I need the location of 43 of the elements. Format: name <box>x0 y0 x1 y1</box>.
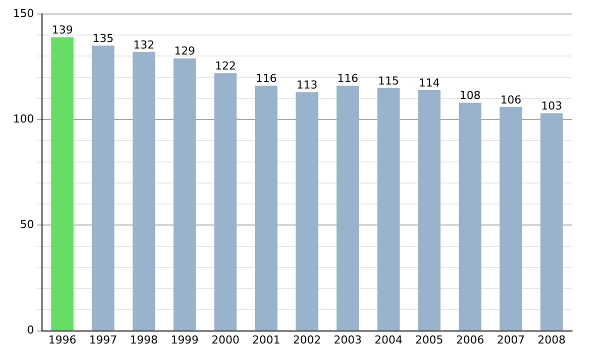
data-label: 122 <box>214 59 236 72</box>
bar <box>173 58 196 330</box>
bar <box>255 86 278 330</box>
data-label: 106 <box>500 93 522 106</box>
x-tick-label: 2002 <box>293 333 321 346</box>
x-tick-label: 1998 <box>130 333 158 346</box>
x-tick-label: 2003 <box>334 333 362 346</box>
x-tick-label: 2001 <box>252 333 280 346</box>
data-label: 116 <box>337 72 358 86</box>
bar <box>418 90 441 330</box>
x-tick-label: 2004 <box>374 333 403 346</box>
data-label: 135 <box>92 32 114 46</box>
bar <box>92 46 114 330</box>
data-label: 132 <box>133 38 154 52</box>
bar <box>500 106 522 330</box>
data-label: 129 <box>174 44 196 58</box>
bar <box>214 73 237 330</box>
x-tick-label: 2008 <box>538 333 566 346</box>
x-tick-label: 2005 <box>415 333 444 346</box>
y-tick-label: 100 <box>12 112 34 126</box>
bar <box>51 37 74 330</box>
y-tick-label: 0 <box>26 324 34 337</box>
data-label: 115 <box>378 74 400 88</box>
data-label: 116 <box>256 72 277 86</box>
data-label: 113 <box>296 78 318 92</box>
y-tick-label: 150 <box>12 6 34 20</box>
y-tick-label: 50 <box>20 218 34 232</box>
data-label: 139 <box>52 24 73 37</box>
data-label: 108 <box>460 89 481 102</box>
bar <box>132 52 156 330</box>
data-label: 114 <box>418 76 440 90</box>
bar <box>458 102 482 330</box>
bar <box>296 92 318 330</box>
bar <box>377 88 400 330</box>
x-tick-label: 1997 <box>89 333 118 346</box>
x-tick-label: 1996 <box>48 333 76 346</box>
x-tick-label: 1999 <box>170 333 199 346</box>
data-label: 103 <box>541 100 562 113</box>
x-tick-label: 2007 <box>496 333 525 346</box>
x-tick-label: 2006 <box>456 333 484 346</box>
bar <box>336 86 359 330</box>
x-tick-label: 2000 <box>211 333 240 346</box>
bar <box>540 113 563 330</box>
